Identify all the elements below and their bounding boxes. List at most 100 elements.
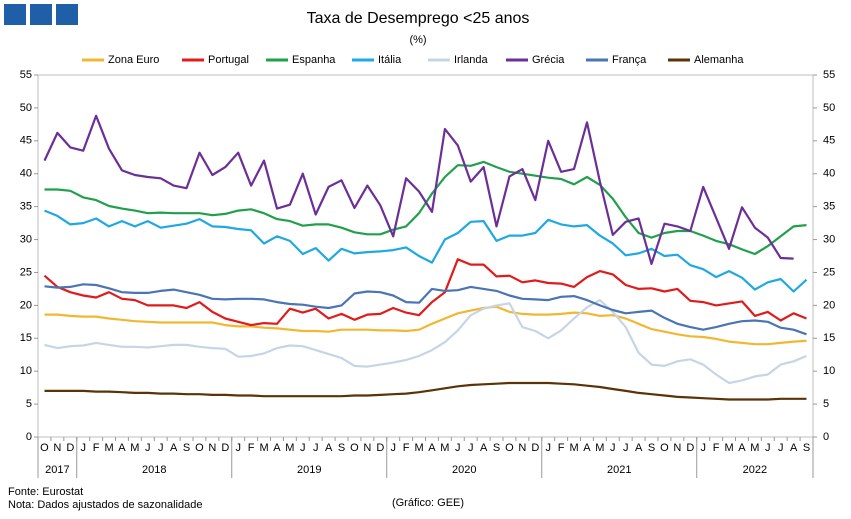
credit: (Gráfico: GEE) [392,497,464,509]
x-tick-label: F [248,442,255,454]
y2-tick-label: 0 [823,431,829,443]
x-tick-label: J [623,442,629,454]
x-tick-label: J [765,442,771,454]
series-line [43,114,794,265]
x-tick-label: A [738,442,746,454]
y-tick-label: 10 [20,365,32,377]
x-tick-label: A [583,442,591,454]
source: Fonte: Eurostat [8,486,83,498]
logo-block [56,4,78,25]
x-tick-label: A [790,442,798,454]
x-tick-label: J [468,442,474,454]
x-tick-label: A [325,442,333,454]
y-tick-label: 5 [26,398,32,410]
x-tick-label: M [569,442,578,454]
x-tick-label: F [403,442,410,454]
year-label: 2017 [45,464,69,476]
legend-label: França [612,54,647,66]
y-tick-label: 50 [20,102,32,114]
x-tick-label: S [648,442,655,454]
x-tick-label: J [313,442,319,454]
x-tick-label: F [558,442,565,454]
legend-label: Grécia [532,54,565,66]
y2-tick-label: 30 [823,233,835,245]
series-line [44,283,807,336]
year-label: 2018 [142,464,166,476]
y-tick-label: 45 [20,135,32,147]
plot-frame [37,74,814,438]
x-tick-label: J [610,442,616,454]
legend-label: Alemanha [694,54,744,66]
x-tick-label: M [750,442,759,454]
x-tick-label: O [350,442,359,454]
x-tick-label: A [480,442,488,454]
x-tick-label: M [595,442,604,454]
series-line [43,258,807,327]
chart-title: Taxa de Desemprego <25 anos [307,10,530,27]
x-tick-label: N [518,442,526,454]
x-tick-label: F [93,442,100,454]
y2-tick-label: 25 [823,266,835,278]
y-tick-label: 0 [26,431,32,443]
legend-label: Zona Euro [108,54,159,66]
y2-tick-label: 40 [823,168,835,180]
x-tick-label: J [235,442,241,454]
x-tick-label: J [455,442,461,454]
year-label: 2019 [297,464,321,476]
x-tick-label: N [673,442,681,454]
legend-label: Espanha [292,54,336,66]
year-label: 2020 [452,464,476,476]
logo-block [30,4,52,25]
y2-tick-label: 20 [823,299,835,311]
series-line [44,160,807,256]
x-tick-label: J [700,442,706,454]
x-tick-label: M [285,442,294,454]
x-tick-label: O [195,442,204,454]
x-tick-label: A [428,442,436,454]
series-line [44,381,807,401]
y-tick-label: 15 [20,332,32,344]
chart-subtitle: (%) [409,34,426,46]
x-tick-label: S [183,442,190,454]
y2-tick-label: 15 [823,332,835,344]
y-tick-label: 35 [20,201,32,213]
y2-tick-label: 45 [823,135,835,147]
x-tick-label: D [66,442,74,454]
x-tick-label: J [778,442,784,454]
x-tick-label: J [80,442,86,454]
series-line [44,305,807,346]
legend-label: Itália [378,54,402,66]
note: Nota: Dados ajustados de sazonalidade [8,499,202,511]
x-tick-label: J [300,442,306,454]
x-tick-label: S [803,442,810,454]
series-line [44,209,808,293]
x-tick-label: M [724,442,733,454]
y2-tick-label: 10 [823,365,835,377]
x-tick-label: M [259,442,268,454]
x-tick-label: N [208,442,216,454]
x-tick-label: O [660,442,669,454]
series-line [44,299,807,385]
x-tick-label: J [390,442,396,454]
y2-tick-label: 35 [823,201,835,213]
x-tick-label: O [505,442,514,454]
x-tick-label: D [221,442,229,454]
x-tick-label: D [531,442,539,454]
x-tick-label: D [376,442,384,454]
y-tick-label: 40 [20,168,32,180]
y-tick-label: 25 [20,266,32,278]
x-tick-label: A [170,442,178,454]
legend-label: Portugal [208,54,249,66]
x-tick-label: J [145,442,151,454]
x-tick-label: S [493,442,500,454]
year-label: 2021 [607,464,631,476]
x-tick-label: M [414,442,423,454]
x-tick-label: N [363,442,371,454]
x-tick-label: M [104,442,113,454]
y2-tick-label: 50 [823,102,835,114]
y-tick-label: 55 [20,69,32,81]
x-tick-label: M [440,442,449,454]
x-tick-label: N [53,442,61,454]
legend-label: Irlanda [454,54,489,66]
